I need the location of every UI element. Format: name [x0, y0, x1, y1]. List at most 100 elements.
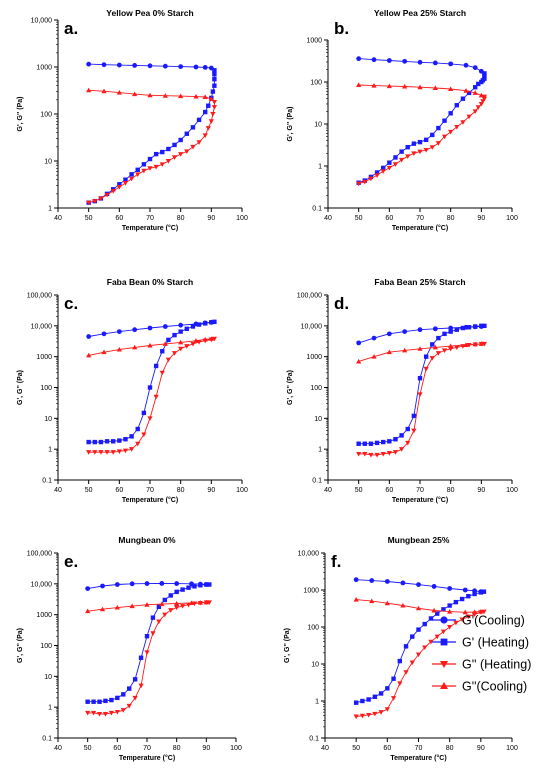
data-point	[399, 149, 404, 154]
data-point	[440, 629, 447, 635]
data-point	[386, 83, 392, 89]
data-point	[472, 591, 477, 597]
data-point	[132, 344, 138, 350]
data-point	[129, 176, 135, 182]
data-point	[212, 68, 217, 73]
data-point	[86, 352, 92, 358]
data-point	[97, 699, 102, 704]
data-point	[92, 439, 97, 445]
data-point	[207, 582, 212, 587]
x-axis-label: Temperature (°C)	[392, 224, 448, 232]
data-point	[141, 410, 147, 416]
y-axis-label: G', G'' (Pa)	[287, 107, 294, 142]
data-point	[156, 604, 162, 609]
data-point	[144, 634, 150, 639]
y-tick-label: 1000	[306, 354, 322, 361]
data-point	[447, 586, 453, 591]
data-point	[162, 63, 168, 69]
data-point	[385, 686, 390, 691]
chart-a: 1 10 100 1000 10,000 40 50 60 70 80 90 100 Temperatu…	[17, 8, 248, 232]
data-point	[196, 322, 202, 327]
x-axis-label: Temperature (°C)	[119, 754, 175, 762]
data-point	[188, 600, 195, 605]
data-point	[435, 141, 441, 146]
x-tick-label: 40	[54, 215, 62, 222]
data-point	[384, 579, 390, 584]
x-tick-label: 50	[355, 487, 363, 494]
series-square	[353, 589, 487, 705]
y-tick-label: 0.1	[312, 206, 322, 213]
data-point	[402, 83, 408, 89]
data-point	[392, 450, 399, 455]
data-point	[109, 697, 114, 703]
y-tick-label: 100	[310, 385, 322, 392]
data-point	[210, 112, 216, 117]
data-point	[174, 589, 179, 595]
panel-letter: b.	[334, 19, 349, 38]
data-point	[202, 336, 208, 342]
data-point	[162, 324, 168, 329]
data-point	[473, 324, 478, 329]
data-point	[405, 440, 411, 446]
x-axis-label: Temperature (°C)	[122, 224, 178, 232]
data-point	[99, 606, 106, 612]
data-point	[448, 86, 454, 92]
chart-title: Faba Bean 0% Starch	[107, 277, 193, 287]
data-point	[168, 593, 173, 598]
data-point	[166, 146, 171, 152]
panel-letter: f.	[331, 552, 341, 571]
data-point	[356, 441, 361, 446]
data-point	[462, 587, 468, 593]
chart-f: 0.1 1 10 100 1000 10,000 40 50 60 70 80 90 100 Temper…	[284, 535, 518, 762]
x-tick-label: 40	[324, 215, 332, 222]
data-point	[144, 602, 150, 607]
data-point	[368, 452, 374, 458]
y-tick-label: 1000	[36, 65, 52, 72]
data-point	[416, 582, 421, 587]
series-triangle-up	[356, 82, 484, 98]
data-point	[141, 162, 147, 167]
data-point	[165, 357, 171, 363]
x-tick-label: 70	[416, 487, 424, 494]
data-point	[159, 601, 165, 607]
data-point	[459, 596, 465, 602]
data-point	[369, 598, 375, 604]
data-point	[190, 341, 196, 347]
series-square	[356, 71, 487, 185]
data-point	[147, 156, 153, 162]
data-point	[86, 439, 91, 445]
data-point	[135, 441, 141, 447]
data-point	[209, 320, 214, 325]
data-point	[85, 699, 90, 704]
data-point	[172, 332, 177, 338]
data-point	[423, 137, 429, 143]
data-point	[393, 437, 398, 442]
data-point	[114, 709, 120, 715]
data-point	[132, 695, 138, 701]
chart-d: 0.1 1 10 100 1000 10,000 100,000 40 50 60 70 80 90 10…	[287, 277, 518, 504]
data-point	[422, 621, 427, 627]
data-point	[472, 341, 478, 347]
data-point	[96, 712, 103, 717]
data-point	[359, 713, 365, 719]
data-point	[405, 154, 411, 159]
data-point	[434, 634, 440, 640]
data-point	[397, 658, 402, 664]
y-tick-label: 1000	[36, 612, 52, 619]
data-point	[481, 341, 487, 347]
data-point	[98, 196, 104, 202]
series-line	[88, 338, 215, 453]
y-tick-label: 1	[48, 447, 52, 454]
data-point	[371, 83, 377, 88]
data-point	[86, 87, 92, 93]
data-point	[478, 609, 484, 614]
data-point	[98, 450, 104, 455]
data-point	[212, 77, 217, 82]
data-point	[174, 581, 180, 586]
series-line	[87, 584, 210, 703]
data-point	[462, 609, 468, 615]
panel-letter: a.	[64, 19, 78, 38]
series-triangle-up	[86, 87, 214, 101]
data-point	[190, 125, 196, 130]
